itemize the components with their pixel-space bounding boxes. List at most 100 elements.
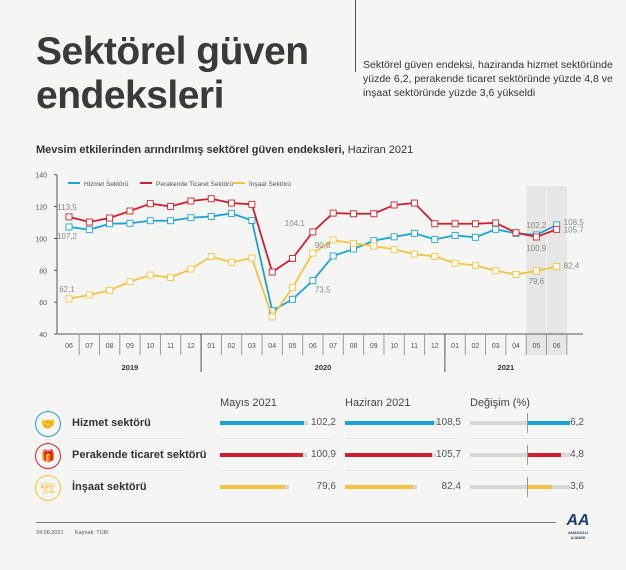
x-tick-label: 07 [329, 343, 337, 350]
footer-divider [36, 522, 556, 523]
title-line-1: Sektörel güven [36, 30, 309, 73]
data-point [532, 233, 540, 241]
may-bar [220, 453, 307, 457]
data-point [370, 242, 378, 250]
data-point [65, 295, 73, 303]
x-tick-label: 11 [411, 343, 418, 350]
change-value: 6,2 [570, 417, 584, 428]
data-label: 62,1 [59, 285, 75, 294]
data-point [187, 265, 195, 273]
change-bar [470, 421, 570, 425]
data-point [492, 225, 500, 233]
data-point [146, 217, 154, 225]
excavator-icon-glyph: 🏗 [40, 481, 56, 495]
subtitle-date: Haziran 2021 [344, 144, 414, 156]
data-point [248, 200, 256, 208]
handshake-icon-glyph: 🤝 [40, 417, 56, 431]
year-label: 2019 [122, 363, 139, 372]
footer-source: Kaynak: TÜİK [75, 530, 109, 536]
x-tick-label: 10 [146, 343, 154, 350]
x-tick-label: 04 [268, 343, 276, 350]
x-tick-label: 09 [370, 343, 378, 350]
data-point [289, 255, 296, 262]
change-bar-fill [527, 453, 561, 457]
may-bar-value: 102,2 [310, 417, 336, 428]
june-bar [345, 453, 436, 457]
data-label: 113,5 [57, 203, 77, 212]
june-bar-value: 105,7 [435, 449, 461, 460]
chart-subtitle: Mevsim etkilerinden arındırılmış sektöre… [36, 144, 413, 156]
data-point [471, 220, 479, 228]
year-label: 2020 [315, 363, 332, 372]
title-line-2: endeksleri [36, 74, 224, 117]
change-zero-line [527, 477, 528, 497]
data-point [553, 225, 561, 233]
data-point [85, 291, 93, 299]
data-point [471, 261, 479, 269]
row-separator [220, 470, 332, 471]
data-point [268, 268, 276, 276]
gift-box-icon: 🎁 [35, 443, 61, 469]
data-label: 107,2 [57, 232, 78, 241]
data-point [431, 252, 439, 260]
series-line-1 [68, 197, 557, 274]
may-bar-value: 100,9 [310, 449, 336, 460]
x-tick-label: 06 [553, 343, 561, 350]
data-point [167, 217, 175, 225]
legend-label: İnşaat Sektörü [249, 179, 291, 188]
data-point [329, 209, 337, 217]
row-separator [345, 438, 457, 439]
data-point [126, 219, 134, 227]
data-point [431, 235, 439, 243]
legend-label: Perakende Ticaret Sektörü [156, 181, 233, 188]
x-tick-label: 08 [350, 343, 358, 350]
legend-label: Hizmet Sektörü [84, 181, 129, 188]
change-value: 4,8 [570, 449, 584, 460]
anadolu-ajansi-logo: AA ANADOLU AJANSI [562, 512, 594, 540]
data-point [207, 252, 215, 260]
data-point [228, 258, 236, 266]
data-point [85, 226, 93, 234]
x-tick-label: 08 [106, 343, 114, 350]
june-bar-value: 108,5 [435, 417, 461, 428]
data-point [390, 245, 398, 253]
data-point [390, 233, 398, 241]
may-bar [220, 421, 308, 425]
col-header-june: Haziran 2021 [345, 397, 411, 409]
footer-date: 24.06.2021 [36, 530, 64, 536]
data-label: 79,6 [529, 277, 545, 286]
row-separator [72, 470, 184, 471]
line-chart: 40 60 80 100 120 140 06 07 08 09 10 11 12 01 02 03 04 05 0… [35, 173, 585, 372]
data-point [451, 231, 459, 239]
data-point [85, 218, 93, 226]
data-point [390, 201, 398, 209]
x-tick-label: 03 [248, 343, 256, 350]
data-point [512, 270, 520, 278]
may-bar-fill [220, 421, 304, 425]
y-tick-label: 40 [39, 332, 47, 339]
data-point [289, 295, 296, 303]
data-point [309, 228, 317, 236]
x-tick-label: 02 [228, 343, 236, 350]
data-label: 108,5 [564, 218, 585, 227]
row-separator [72, 438, 184, 439]
data-point [431, 220, 439, 228]
data-point [471, 233, 479, 241]
data-point [106, 214, 114, 222]
subtitle-bold: Mevsim etkilerinden arındırılmış sektöre… [36, 144, 345, 156]
y-tick-label: 120 [35, 205, 47, 212]
data-label: 104,1 [285, 219, 306, 228]
change-bar-fill [527, 421, 570, 425]
x-tick-label: 03 [492, 343, 500, 350]
data-point [126, 207, 134, 215]
logo-text: ANADOLU AJANSI [568, 530, 588, 540]
y-tick-label: 140 [35, 173, 47, 180]
series-line-0 [68, 212, 558, 313]
may-bar [220, 485, 289, 489]
change-zero-line [527, 413, 528, 433]
change-value: 3,6 [570, 481, 584, 492]
data-label: 90,8 [315, 241, 331, 250]
row-separator [470, 470, 584, 471]
data-label: 100,9 [526, 244, 547, 253]
